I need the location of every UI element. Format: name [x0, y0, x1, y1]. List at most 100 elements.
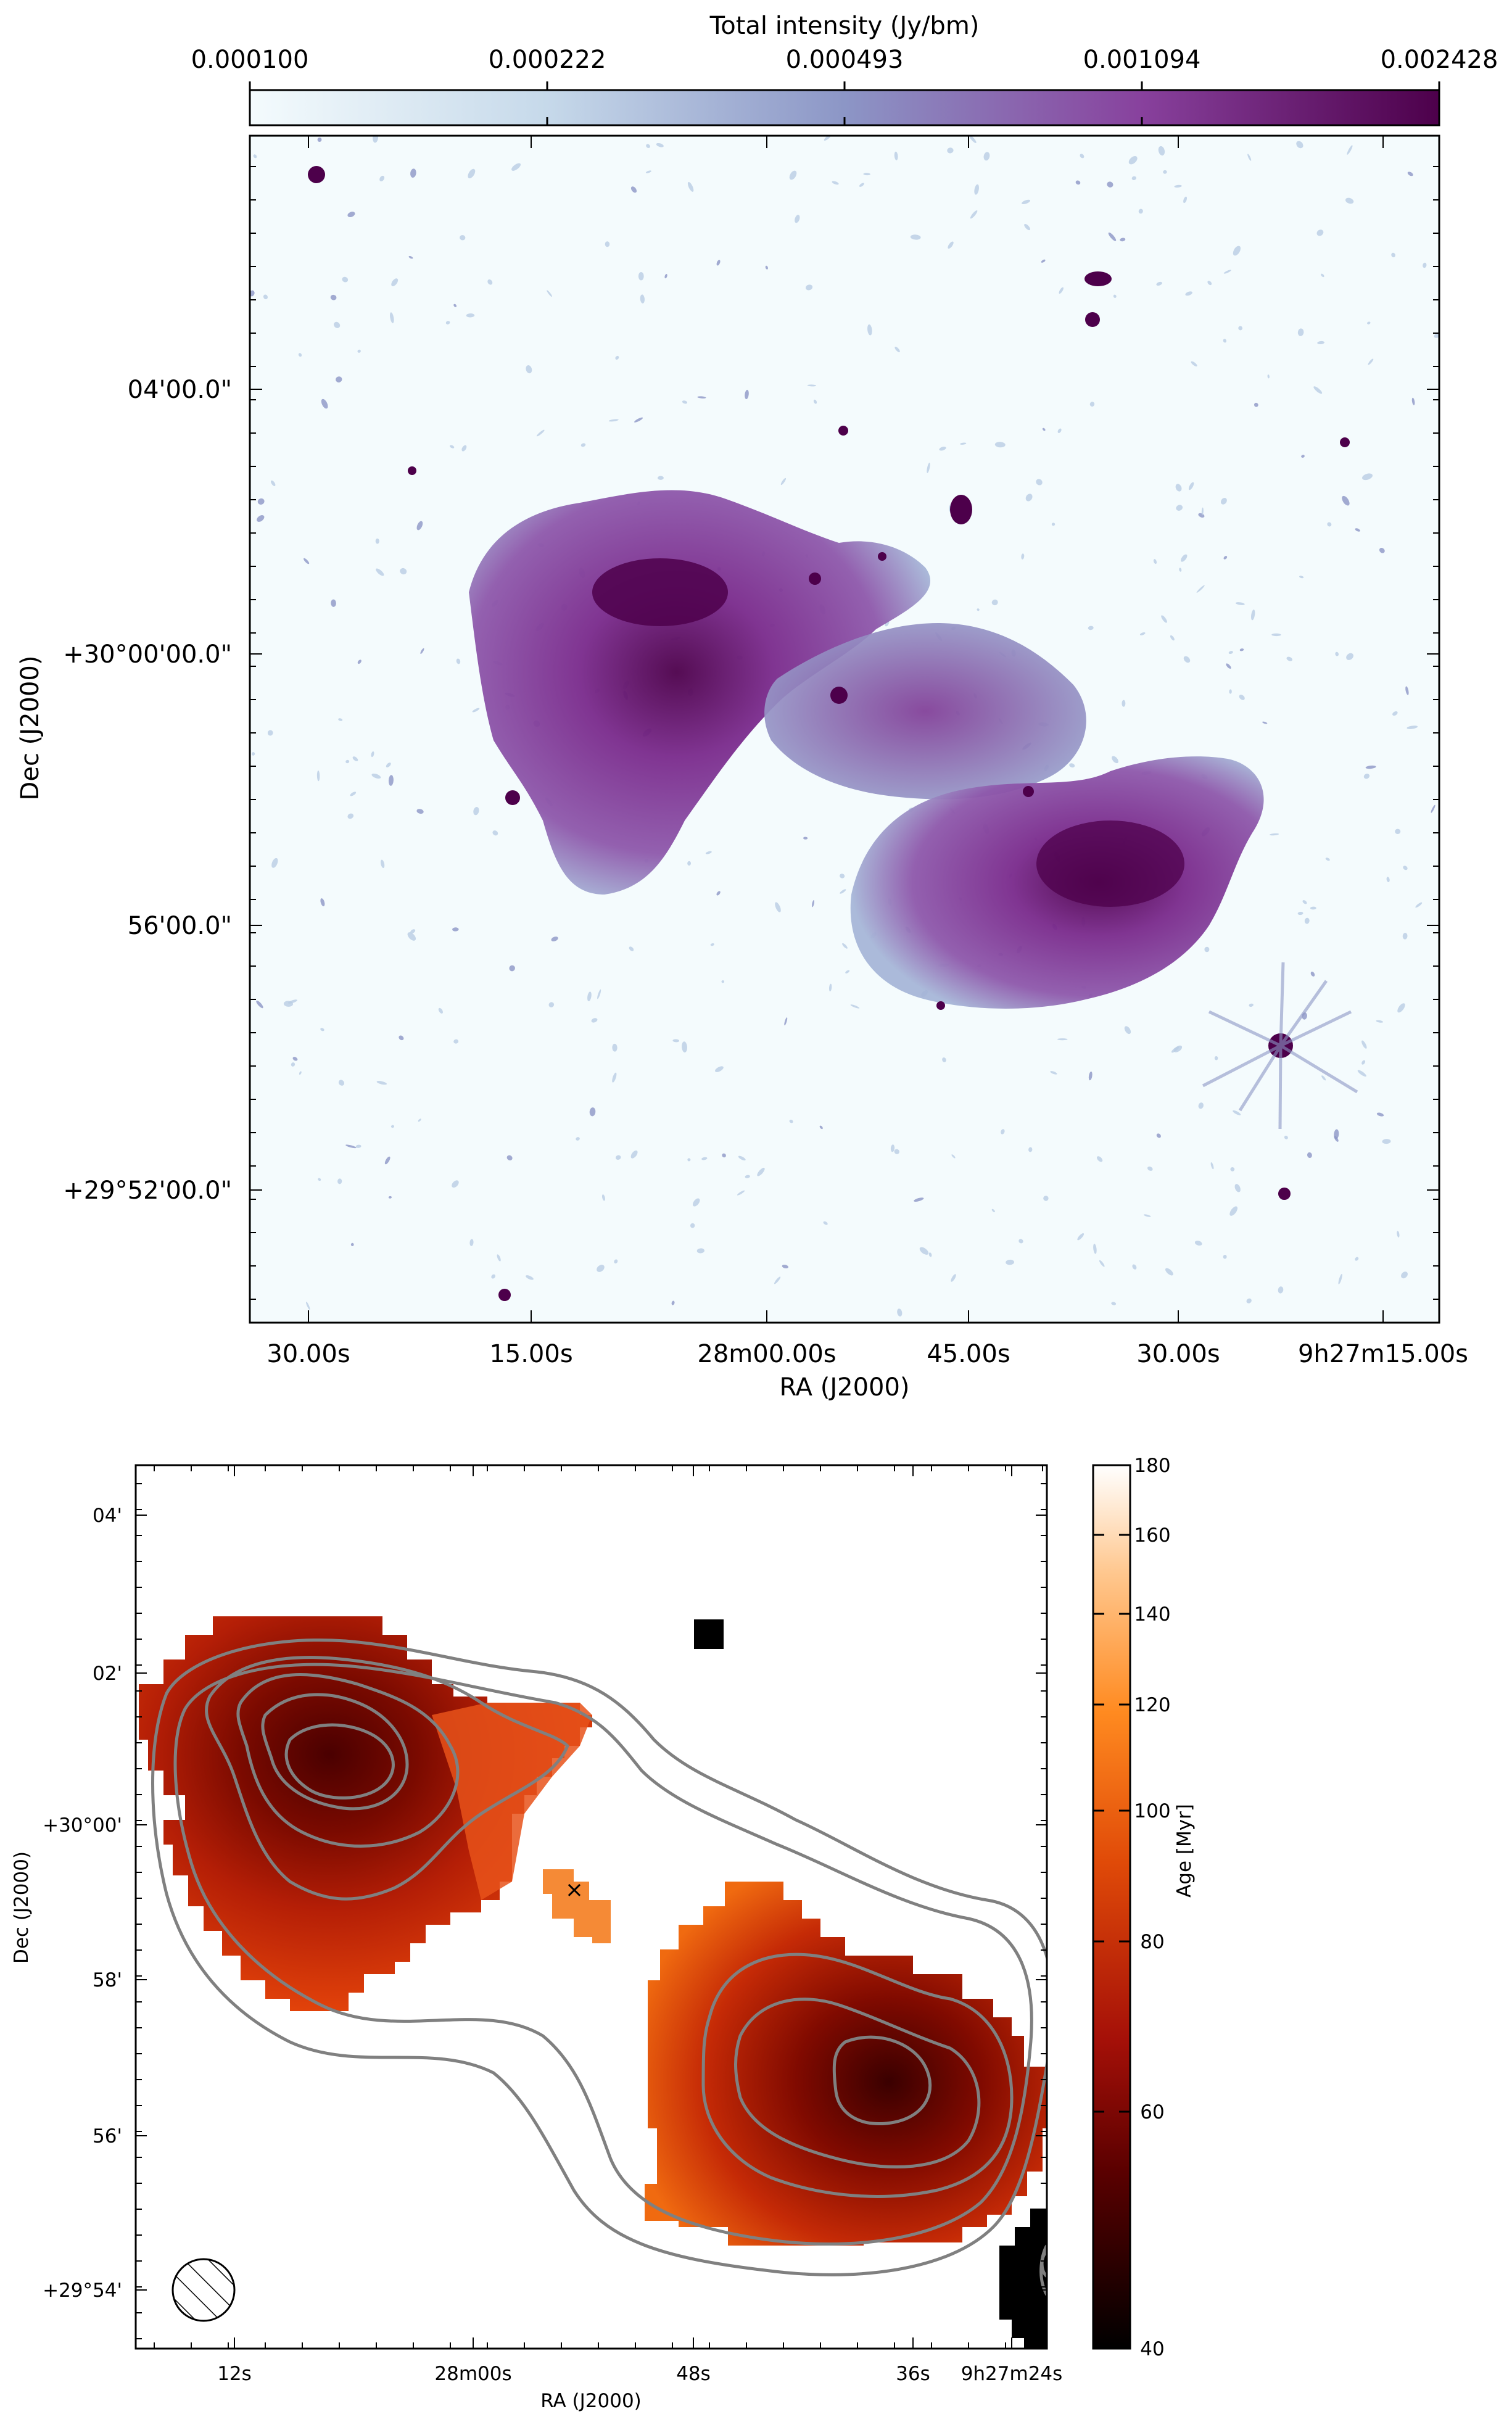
noise-speckle — [292, 1057, 298, 1061]
noise-speckle — [863, 173, 870, 176]
noise-speckle — [614, 1259, 618, 1263]
noise-speckle — [1346, 653, 1353, 660]
noise-speckle — [948, 241, 954, 249]
noise-speckle — [1075, 180, 1081, 185]
noise-speckle — [774, 1276, 781, 1284]
noise-speckle — [1163, 170, 1167, 174]
noise-speckle — [1024, 223, 1030, 231]
noise-speckle — [1147, 1166, 1153, 1171]
emission-bridge — [764, 623, 1086, 800]
noise-speckle — [452, 927, 459, 932]
bottom-y-tick-label: 02' — [93, 1663, 122, 1685]
noise-speckle — [690, 1223, 695, 1228]
noise-speckle — [347, 212, 355, 218]
noise-speckle — [645, 170, 651, 173]
noise-speckle — [390, 1125, 395, 1128]
noise-speckle — [1156, 281, 1162, 286]
noise-speckle — [1355, 1257, 1359, 1261]
beam-ellipse — [171, 2258, 236, 2322]
noise-speckle — [1367, 321, 1371, 324]
noise-speckle — [1080, 154, 1084, 159]
noise-speckle — [894, 151, 898, 160]
noise-speckle — [1156, 1133, 1161, 1138]
noise-speckle — [1376, 1112, 1384, 1117]
noise-speckle — [757, 1167, 765, 1176]
age-colorbar: 40 60 80 100 120 140 160 180 Age [Myr] — [1092, 1455, 1196, 2360]
noise-speckle — [472, 708, 480, 713]
age-core-blob — [543, 1869, 611, 1943]
noise-speckle — [548, 1002, 555, 1007]
top-x-tick-label: 30.00s — [1136, 1340, 1220, 1368]
noise-speckle — [910, 234, 921, 240]
noise-speckle — [737, 1190, 745, 1196]
noise-speckle — [492, 830, 498, 836]
top-x-tick-label: 28m00.00s — [697, 1340, 836, 1368]
noise-speckle — [1363, 774, 1370, 779]
noise-speckle — [1423, 262, 1427, 268]
noise-speckle — [974, 184, 979, 195]
noise-speckle — [1382, 1139, 1391, 1144]
noise-speckle — [306, 1301, 310, 1310]
noise-speckle — [1313, 386, 1323, 394]
noise-speckle — [1401, 1271, 1408, 1279]
west-lobe-core — [1036, 820, 1184, 907]
noise-speckle — [576, 1137, 580, 1141]
bottom-map-frame — [134, 1464, 1048, 2350]
noise-speckle — [1043, 1196, 1049, 1201]
age-colorbar-tick-label: 160 — [1134, 1524, 1170, 1547]
age-colorbar-tick-label: 60 — [1140, 2101, 1164, 2123]
top-colorbar-ticks: 0.000100 0.000222 0.000493 0.001094 0.002428 — [191, 46, 1498, 125]
noise-speckle — [420, 648, 424, 654]
noise-speckle — [337, 1178, 342, 1184]
noise-speckle — [664, 274, 667, 279]
noise-speckle — [452, 1180, 459, 1188]
noise-speckle — [687, 1158, 691, 1162]
top-x-tick-label: 9h27m15.00s — [1298, 1340, 1468, 1368]
bottom-x-tick-labels: 12s 28m00s 48s 36s 9h27m24s — [217, 2363, 1062, 2385]
noise-speckle — [1284, 1135, 1288, 1139]
noise-speckle — [819, 1125, 823, 1130]
noise-speckle — [466, 313, 475, 318]
noise-speckle — [1345, 197, 1354, 204]
noise-speckle — [894, 346, 900, 352]
noise-speckle — [775, 902, 781, 912]
noise-speckle — [355, 1144, 361, 1148]
noise-speckle — [511, 163, 521, 171]
noise-speckle — [497, 1254, 501, 1262]
noise-speckle — [859, 183, 864, 187]
top-image-frame — [249, 134, 1440, 1324]
noise-speckle — [330, 294, 337, 300]
noise-speckle — [1069, 763, 1075, 768]
bottom-x-tick-label: 12s — [217, 2363, 252, 2385]
top-image-content — [250, 136, 1439, 1316]
age-colorbar-ticks: 40 60 80 100 120 140 160 180 — [1093, 1455, 1171, 2360]
noise-speckle — [682, 1041, 687, 1052]
noise-speckle — [1301, 455, 1305, 458]
noise-speckle — [657, 476, 664, 480]
noise-speckle — [373, 136, 379, 143]
noise-speckle — [580, 443, 586, 447]
noise-speckle — [1204, 946, 1210, 953]
noise-speckle — [1402, 933, 1408, 940]
top-y-tick-label: +29°52'00.0" — [63, 1176, 232, 1205]
noise-speckle — [1223, 339, 1227, 343]
noise-speckle — [1229, 689, 1232, 694]
noise-speckle — [1239, 648, 1244, 651]
noise-speckle — [342, 276, 349, 283]
noise-speckle — [1397, 1003, 1405, 1013]
noise-speckle — [388, 1196, 392, 1199]
noise-speckle — [283, 1001, 294, 1007]
noise-speckle — [1316, 229, 1324, 236]
noise-speckle — [928, 1252, 932, 1257]
noise-speckle — [526, 365, 532, 374]
noise-speckle — [780, 477, 786, 486]
noise-speckle — [1057, 1038, 1068, 1041]
top-image-panel: 04'00.0" +30°00'00.0" 56'00.0" +29°52'00.0"… — [16, 134, 1468, 1402]
noise-speckle — [969, 136, 977, 143]
noise-speckle — [469, 1239, 474, 1246]
noise-speckle — [371, 773, 381, 779]
noise-speckle — [1161, 615, 1167, 623]
noise-speckle — [765, 265, 768, 270]
noise-speckle — [1131, 176, 1136, 180]
